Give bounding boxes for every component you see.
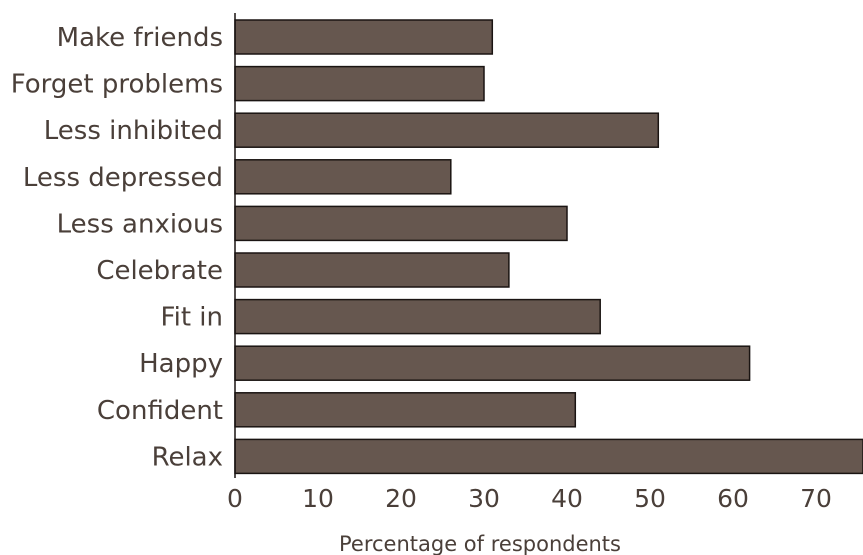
bar-fit-in — [234, 298, 601, 335]
x-tick-label-20: 20 — [385, 484, 417, 513]
category-label-relax: Relax — [152, 442, 223, 472]
category-label-forget-problems: Forget problems — [11, 70, 223, 100]
bar-celebrate — [234, 252, 510, 288]
bar-forget-problems — [234, 65, 485, 102]
x-tick-label-30: 30 — [468, 484, 500, 513]
x-tick-label-0: 0 — [227, 484, 243, 513]
x-tick-label-40: 40 — [551, 484, 583, 513]
category-label-less-anxious: Less anxious — [57, 209, 223, 239]
category-label-less-inhibited: Less inhibited — [44, 116, 223, 146]
x-tick-label-60: 60 — [717, 484, 749, 513]
x-tick-labels-group: 0 10 20 30 40 50 60 70 — [227, 484, 832, 513]
bars-group — [234, 19, 863, 475]
bar-less-depressed — [234, 159, 452, 195]
category-label-make-friends: Make friends — [57, 23, 223, 53]
category-label-happy: Happy — [139, 349, 223, 379]
category-label-fit-in: Fit in — [161, 303, 223, 333]
category-label-celebrate: Celebrate — [96, 256, 223, 286]
x-tick-label-10: 10 — [302, 484, 334, 513]
bar-confident — [234, 392, 577, 428]
bar-relax — [234, 438, 863, 475]
bar-happy — [234, 345, 751, 381]
x-axis-title: Percentage of respondents — [339, 532, 621, 555]
bar-make-friends — [234, 19, 494, 55]
x-tick-label-70: 70 — [800, 484, 832, 513]
category-label-less-depressed: Less depressed — [23, 163, 223, 193]
category-label-confident: Confident — [97, 396, 223, 426]
bar-less-anxious — [234, 205, 568, 242]
category-labels-group: Make friends Forget problems Less inhibite… — [11, 23, 223, 472]
bar-less-inhibited — [234, 112, 660, 148]
x-tick-label-50: 50 — [634, 484, 666, 513]
